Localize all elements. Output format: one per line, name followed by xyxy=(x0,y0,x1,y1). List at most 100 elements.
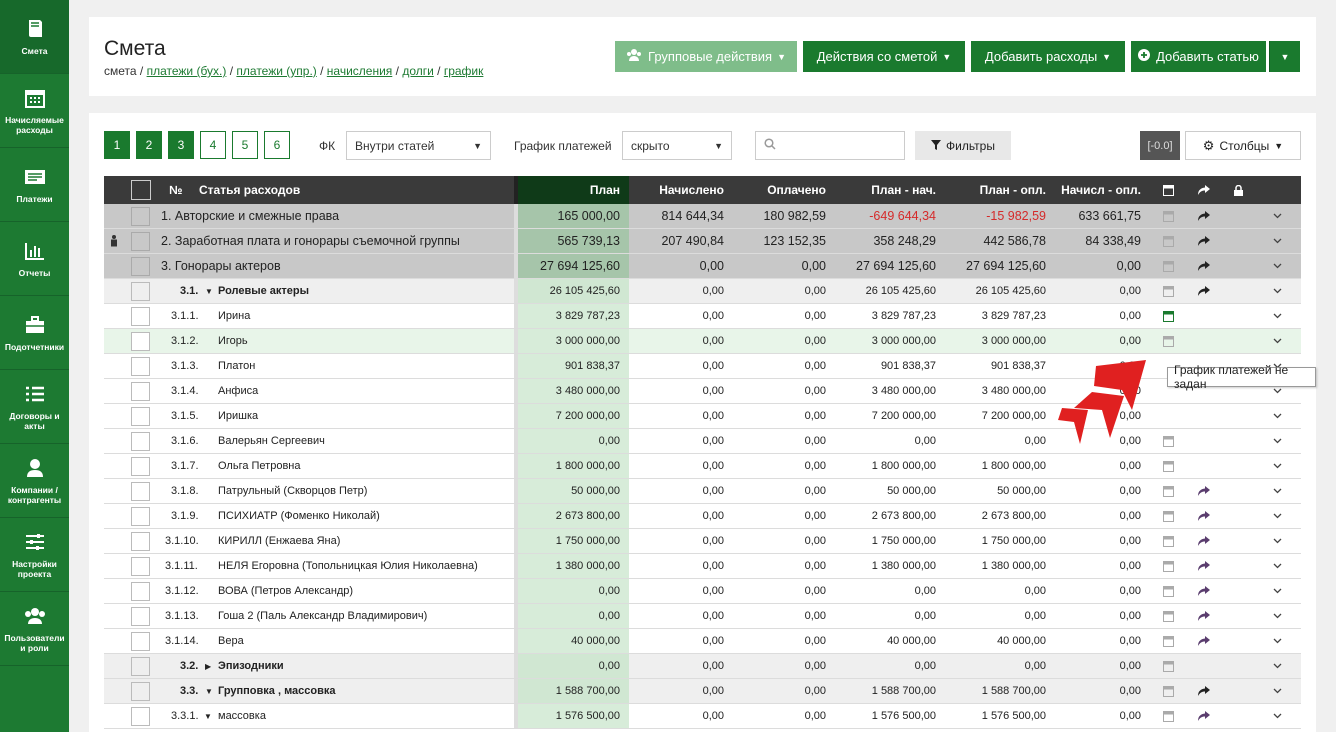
row-checkbox[interactable] xyxy=(131,304,150,328)
calendar-icon[interactable] xyxy=(1150,479,1186,503)
share-icon[interactable] xyxy=(1186,229,1222,253)
sidebar-item-reports[interactable]: Отчеты xyxy=(0,222,69,296)
col-header-accrued-paid[interactable]: Начисл - опл. xyxy=(1061,183,1141,197)
table-row[interactable]: 3. Гонорары актеров 27 694 125,60 0,00 0,00… xyxy=(104,254,1301,279)
sidebar-item-accrued[interactable]: Начисляемые расходы xyxy=(0,74,69,148)
table-row[interactable]: 3.1.13. Гоша 2 (Паль Александр Владимиров… xyxy=(104,604,1301,629)
calendar-icon[interactable] xyxy=(1150,454,1186,478)
item-name[interactable]: Групповка , массовка xyxy=(218,685,336,697)
row-checkbox[interactable] xyxy=(131,654,150,678)
col-header-plan[interactable]: План xyxy=(518,176,629,204)
share-icon[interactable] xyxy=(1186,279,1222,303)
table-row[interactable]: 3.1.1. Ирина 3 829 787,23 0,00 0,00 3 829 787… xyxy=(104,304,1301,329)
chevron-down-icon[interactable] xyxy=(1254,629,1301,653)
breadcrumb-link-debts[interactable]: долги xyxy=(402,64,434,78)
row-checkbox[interactable] xyxy=(131,454,150,478)
share-icon[interactable] xyxy=(1186,254,1222,278)
expand-icon[interactable]: ▶ xyxy=(205,661,212,671)
row-checkbox[interactable] xyxy=(131,404,150,428)
calendar-icon[interactable] xyxy=(1150,329,1186,353)
row-checkbox[interactable] xyxy=(131,529,150,553)
row-checkbox[interactable] xyxy=(131,229,150,253)
share-icon[interactable] xyxy=(1186,554,1222,578)
group-actions-button[interactable]: Групповые действия ▼ xyxy=(615,41,797,72)
sidebar-item-settings[interactable]: Настройки проекта xyxy=(0,518,69,592)
breadcrumb-link-payments-acc[interactable]: платежи (бух.) xyxy=(146,64,227,78)
add-expenses-button[interactable]: Добавить расходы ▼ xyxy=(971,41,1125,72)
chevron-down-icon[interactable] xyxy=(1254,579,1301,603)
breadcrumb-link-payments-mgmt[interactable]: платежи (упр.) xyxy=(236,64,317,78)
item-name[interactable]: ВОВА (Петров Александр) xyxy=(218,585,354,597)
chevron-down-icon[interactable] xyxy=(1254,204,1301,228)
row-checkbox[interactable] xyxy=(131,579,150,603)
sidebar-item-accountables[interactable]: Подотчетники xyxy=(0,296,69,370)
chevron-down-icon[interactable] xyxy=(1254,279,1301,303)
tab-5[interactable]: 5 xyxy=(232,131,258,159)
calendar-icon[interactable] xyxy=(1150,554,1186,578)
calendar-icon[interactable] xyxy=(1150,304,1186,328)
share-icon[interactable] xyxy=(1186,679,1222,703)
row-checkbox[interactable] xyxy=(131,279,150,303)
sidebar-item-contracts[interactable]: Договоры и акты xyxy=(0,370,69,444)
table-row[interactable]: 3.1.14. Вера 40 000,00 0,00 0,00 40 000,00 40 … xyxy=(104,629,1301,654)
item-name[interactable]: Ольга Петровна xyxy=(218,460,301,472)
table-row[interactable]: 3.1.7. Ольга Петровна 1 800 000,00 0,00 0,00… xyxy=(104,454,1301,479)
row-checkbox[interactable] xyxy=(131,329,150,353)
sidebar-item-users[interactable]: Пользователи и роли xyxy=(0,592,69,666)
table-row[interactable]: 3.1.10. КИРИЛЛ (Енжаева Яна) 1 750 000,00 0… xyxy=(104,529,1301,554)
row-checkbox[interactable] xyxy=(131,504,150,528)
table-row[interactable]: 3.1.9. ПСИХИАТР (Фоменко Николай) 2 673 80… xyxy=(104,504,1301,529)
chevron-down-icon[interactable] xyxy=(1254,454,1301,478)
item-name[interactable]: Ролевые актеры xyxy=(218,285,310,297)
table-row[interactable]: 3.1.8. Патрульный (Скворцов Петр) 50 000,0… xyxy=(104,479,1301,504)
table-row[interactable]: 3.1.5. Иришка 7 200 000,00 0,00 0,00 7 200 00… xyxy=(104,404,1301,429)
table-row[interactable]: 3.2. ▶ Эпизодники 0,00 0,00 0,00 0,00 0,00 0,00 xyxy=(104,654,1301,679)
table-row[interactable]: 3.3. ▼ Групповка , массовка 1 588 700,00 0,0… xyxy=(104,679,1301,704)
tab-6[interactable]: 6 xyxy=(264,131,290,159)
table-row[interactable]: 3.3.1. ▼ массовка 1 576 500,00 0,00 0,00 1 576… xyxy=(104,704,1301,729)
calendar-icon[interactable] xyxy=(1150,429,1186,453)
item-name[interactable]: 1. Авторские и смежные права xyxy=(161,209,340,223)
share-icon[interactable] xyxy=(1186,579,1222,603)
add-item-dropdown-button[interactable]: ▼ xyxy=(1269,41,1300,72)
row-checkbox[interactable] xyxy=(131,629,150,653)
share-icon[interactable] xyxy=(1186,204,1222,228)
search-input[interactable] xyxy=(755,131,905,160)
sidebar-item-companies[interactable]: Компании / контрагенты xyxy=(0,444,69,518)
calendar-icon[interactable] xyxy=(1150,579,1186,603)
item-name[interactable]: Гоша 2 (Паль Александр Владимирович) xyxy=(218,610,428,622)
item-name[interactable]: Валерьян Сергеевич xyxy=(218,435,325,447)
item-name[interactable]: Патрульный (Скворцов Петр) xyxy=(218,485,368,497)
table-row[interactable]: 3.1. ▼ Ролевые актеры 26 105 425,60 0,00 0,00… xyxy=(104,279,1301,304)
row-checkbox[interactable] xyxy=(131,204,150,228)
chevron-down-icon[interactable] xyxy=(1254,604,1301,628)
add-item-button[interactable]: Добавить статью xyxy=(1131,41,1266,72)
item-name[interactable]: Анфиса xyxy=(218,385,259,397)
chevron-down-icon[interactable] xyxy=(1254,479,1301,503)
share-icon[interactable] xyxy=(1186,604,1222,628)
tab-3[interactable]: 3 xyxy=(168,131,194,159)
chevron-down-icon[interactable] xyxy=(1254,254,1301,278)
calendar-icon[interactable] xyxy=(1150,704,1186,728)
chevron-down-icon[interactable] xyxy=(1254,379,1301,403)
col-header-plan-accrued[interactable]: План - нач. xyxy=(871,183,936,197)
calendar-icon[interactable] xyxy=(1150,204,1186,228)
calendar-icon[interactable] xyxy=(1150,529,1186,553)
table-row[interactable]: 3.1.4. Анфиса 3 480 000,00 0,00 0,00 3 480 00… xyxy=(104,379,1301,404)
chevron-down-icon[interactable] xyxy=(1254,554,1301,578)
chevron-down-icon[interactable] xyxy=(1254,304,1301,328)
row-checkbox[interactable] xyxy=(131,679,150,703)
item-name[interactable]: массовка xyxy=(218,710,266,722)
row-checkbox[interactable] xyxy=(131,254,150,278)
col-header-accrued[interactable]: Начислено xyxy=(659,183,724,197)
breadcrumb-link-schedule[interactable]: график xyxy=(443,64,484,78)
table-row[interactable]: 3.1.11. НЕЛЯ Егоровна (Топольницкая Юлия … xyxy=(104,554,1301,579)
col-header-paid[interactable]: Оплачено xyxy=(767,183,826,197)
chevron-down-icon[interactable] xyxy=(1254,404,1301,428)
share-icon[interactable] xyxy=(1186,504,1222,528)
table-row[interactable]: 1. Авторские и смежные права 165 000,00 81… xyxy=(104,204,1301,229)
item-name[interactable]: Вера xyxy=(218,635,244,647)
table-row[interactable]: 2. Заработная плата и гонорары съемочной… xyxy=(104,229,1301,254)
table-row[interactable]: 3.1.2. Игорь 3 000 000,00 0,00 0,00 3 000 000… xyxy=(104,329,1301,354)
share-icon[interactable] xyxy=(1186,529,1222,553)
